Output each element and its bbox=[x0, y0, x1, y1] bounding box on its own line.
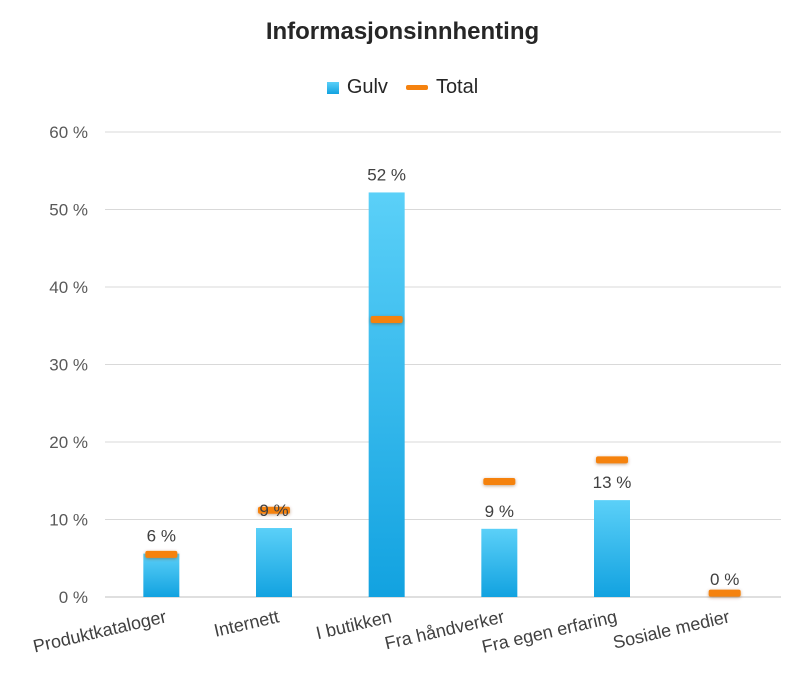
bar-gulv bbox=[256, 528, 292, 597]
legend: Gulv Total bbox=[0, 76, 805, 99]
marker-total bbox=[145, 550, 178, 558]
legend-label-gulv: Gulv bbox=[346, 76, 388, 98]
y-tick-label: 10 % bbox=[49, 511, 88, 530]
bar-gulv bbox=[481, 528, 518, 597]
bar-data-label: 13 % bbox=[593, 473, 632, 492]
x-category-label: Sosiale medier bbox=[611, 606, 732, 652]
marker-total bbox=[483, 478, 516, 486]
legend-item-total: Total bbox=[405, 76, 479, 99]
y-tick-label: 60 % bbox=[49, 123, 88, 142]
bar-gulv bbox=[143, 553, 180, 597]
y-tick-label: 40 % bbox=[49, 278, 88, 297]
y-tick-label: 30 % bbox=[49, 356, 88, 375]
bar-data-label: 6 % bbox=[147, 527, 176, 546]
bar-data-label: 0 % bbox=[710, 570, 739, 589]
y-tick-label: 0 % bbox=[59, 588, 88, 607]
bar-gulv bbox=[594, 500, 630, 597]
x-category-label: Produktkataloger bbox=[31, 606, 168, 656]
marker-total bbox=[708, 589, 741, 597]
marker-total bbox=[370, 316, 403, 324]
y-tick-label: 50 % bbox=[49, 201, 88, 220]
marker-total bbox=[258, 506, 290, 514]
x-category-label: Internett bbox=[212, 606, 281, 640]
marker-total bbox=[596, 456, 628, 464]
chart-title: Informasjonsinnhenting bbox=[265, 18, 540, 45]
bar-data-label: 9 % bbox=[259, 501, 288, 520]
legend-swatch-bar bbox=[326, 81, 339, 94]
bar-gulv bbox=[368, 192, 405, 597]
legend-label-total: Total bbox=[435, 76, 479, 98]
legend-item-gulv: Gulv bbox=[326, 76, 388, 99]
x-category-label: I butikken bbox=[314, 606, 394, 643]
legend-swatch-marker bbox=[405, 85, 428, 90]
y-tick-label: 20 % bbox=[49, 433, 88, 452]
bar-data-label: 52 % bbox=[367, 165, 406, 184]
bar-data-label: 9 % bbox=[485, 502, 514, 521]
